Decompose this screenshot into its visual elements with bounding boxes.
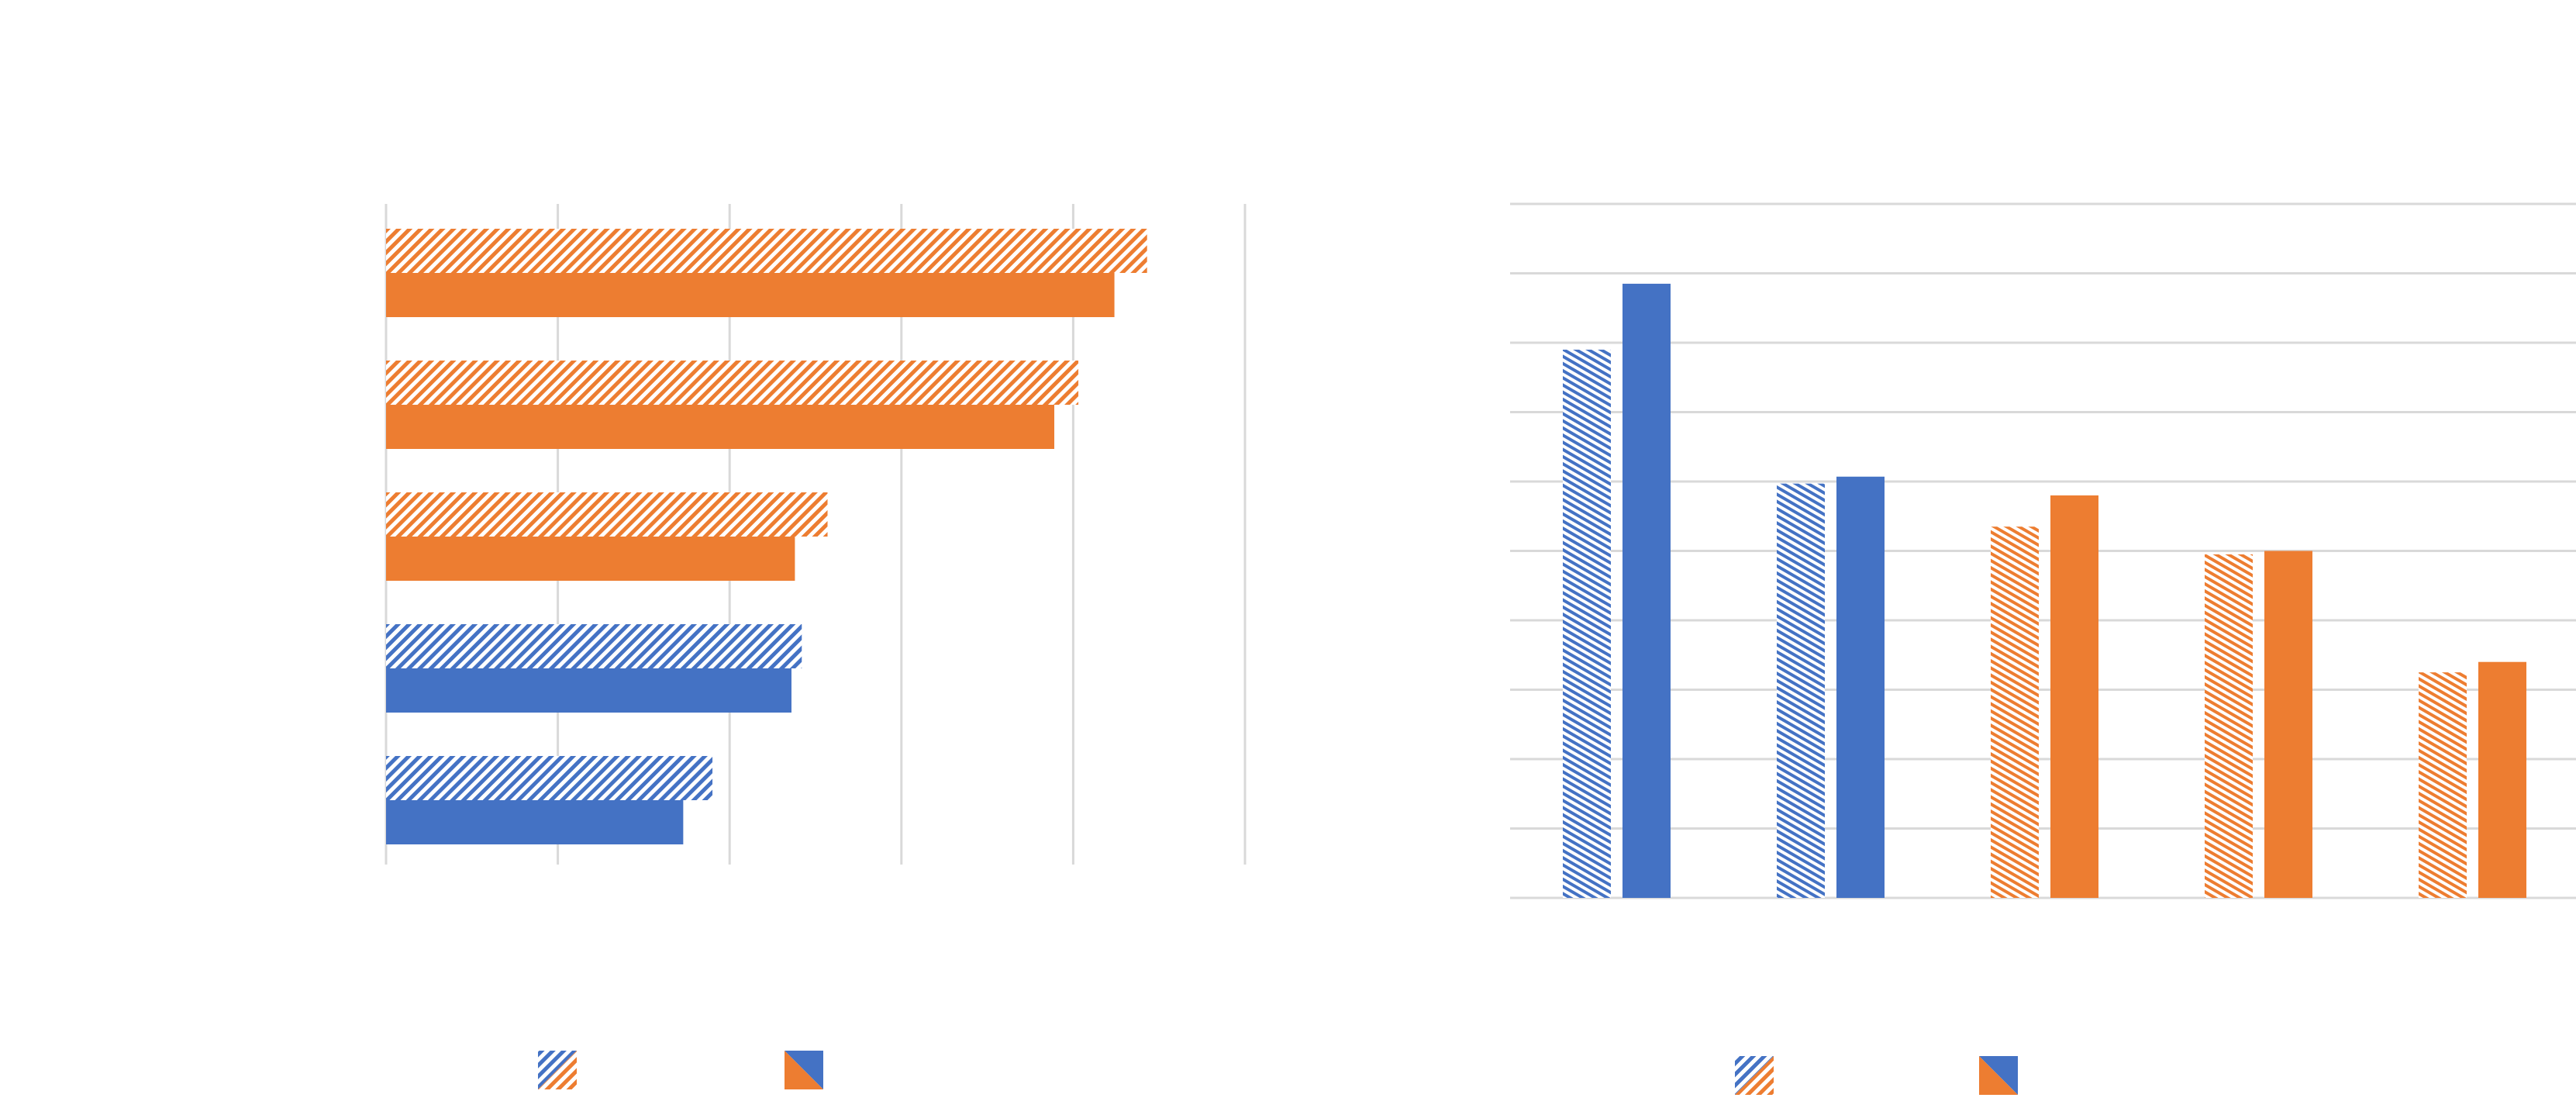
right-bar-hatched	[1991, 526, 2039, 898]
right-gridlines	[1510, 202, 2576, 899]
right-bar-solid	[1623, 283, 1671, 898]
legend-swatch-solid	[1979, 1056, 2018, 1095]
left-bar-hatched	[386, 624, 802, 668]
legend-swatch-hatched-orange	[538, 1051, 577, 1089]
left-bar-solid	[386, 668, 791, 713]
right-bar-hatched	[2419, 672, 2467, 898]
horizontal-bar-chart	[385, 204, 1247, 1089]
left-bar-solid	[386, 800, 684, 844]
left-bar-hatched	[386, 361, 1079, 405]
legend-swatch-hatched	[538, 1051, 577, 1089]
legend-swatch-solid-orange	[1979, 1056, 2018, 1095]
left-bar-hatched	[386, 492, 828, 537]
left-legend	[538, 1051, 823, 1089]
right-bar-hatched	[1563, 349, 1611, 898]
right-legend	[1735, 1056, 2018, 1095]
left-bars	[386, 229, 1147, 844]
legend-swatch-solid	[785, 1051, 823, 1089]
right-bar-hatched	[2205, 554, 2253, 898]
left-bar-solid	[386, 273, 1115, 317]
legend-swatch-solid-orange	[785, 1051, 823, 1089]
right-bar-hatched	[1777, 483, 1825, 898]
legend-swatch-hatched-orange	[1735, 1056, 1774, 1095]
left-bar-solid	[386, 537, 795, 581]
legend-swatch-hatched	[1735, 1056, 1774, 1095]
right-bar-solid	[2264, 551, 2312, 898]
right-bar-solid	[2050, 495, 2098, 898]
left-bar-hatched	[386, 229, 1147, 273]
right-bars	[1563, 283, 2526, 898]
right-bar-solid	[1836, 476, 1885, 898]
left-bar-hatched	[386, 756, 713, 800]
right-bar-solid	[2478, 661, 2526, 898]
left-bar-solid	[386, 405, 1055, 449]
vertical-bar-chart	[1510, 202, 2576, 1095]
